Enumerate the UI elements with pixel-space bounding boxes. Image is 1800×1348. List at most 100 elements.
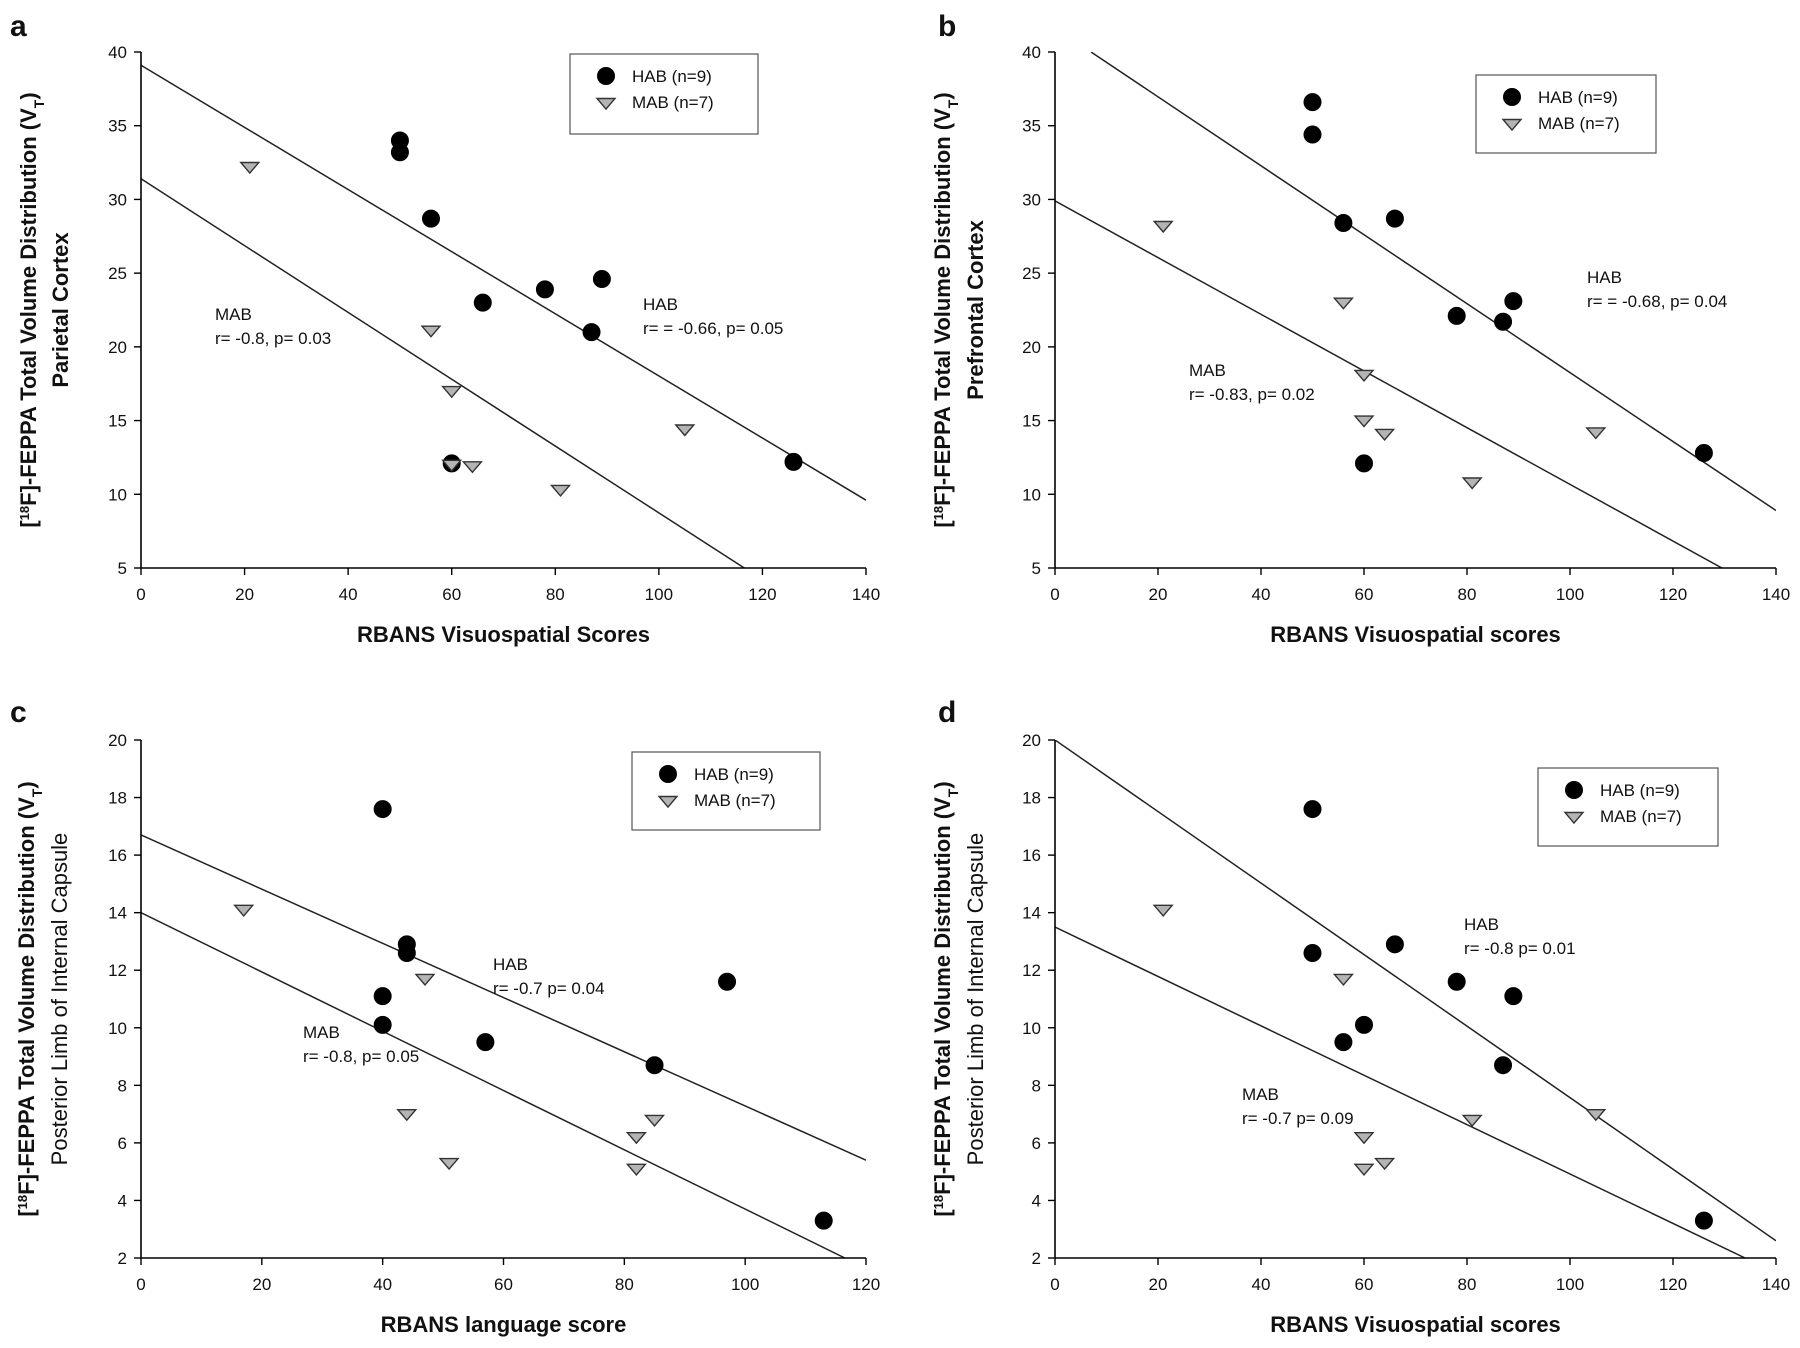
y-tick-label: 4 xyxy=(118,1191,127,1210)
legend: HAB (n=9) MAB (n=7) xyxy=(631,751,821,831)
legend-label: HAB (n=9) xyxy=(632,67,712,86)
fit-line-hab xyxy=(1055,740,1776,1242)
fit-lines xyxy=(1055,52,1776,568)
x-tick-label: 120 xyxy=(1659,585,1687,604)
x-axis-title: RBANS language score xyxy=(381,1312,627,1337)
legend-marker-mab xyxy=(657,795,679,809)
y-axis-title-part: 18 xyxy=(931,506,946,520)
point-mab xyxy=(1461,477,1483,490)
y-tick-label: 25 xyxy=(1022,264,1041,283)
x-tick-label: 140 xyxy=(1762,1275,1790,1294)
point-hab xyxy=(397,943,416,962)
y-axis-title-part: [ xyxy=(930,520,955,528)
legend-box xyxy=(631,751,821,831)
point-mab xyxy=(1353,415,1375,428)
series-mab xyxy=(239,161,696,497)
point-hab xyxy=(473,293,492,312)
y-tick-label: 16 xyxy=(1022,846,1041,865)
x-tick-label: 120 xyxy=(1659,1275,1687,1294)
point-mab xyxy=(1585,1108,1607,1122)
legend-box xyxy=(1537,767,1719,847)
annotation-stats: r= -0.7 p= 0.09 xyxy=(1242,1109,1354,1128)
y-tick-label: 20 xyxy=(1022,731,1041,750)
y-tick-label: 20 xyxy=(1022,338,1041,357)
point-hab xyxy=(784,452,803,471)
y-axis-title: [18F]-FEPPA Total Volume Distribution (V… xyxy=(930,92,961,527)
y-axis-title: [18F]-FEPPA Total Volume Distribution (V… xyxy=(16,92,47,527)
point-hab xyxy=(1355,454,1373,473)
y-axis-title-part: 18 xyxy=(931,1195,946,1209)
point-mab xyxy=(625,1131,647,1145)
x-tick-label: 80 xyxy=(615,1275,634,1294)
y-tick-label: 15 xyxy=(1022,412,1041,431)
y-tick-label: 10 xyxy=(108,485,127,504)
x-axis-title: RBANS Visuospatial scores xyxy=(1270,1312,1561,1337)
fit-line-mab xyxy=(1055,200,1723,568)
y-axis-subtitle: Posterior Limb of Internal Capsule xyxy=(47,833,72,1166)
annotation-stats: r= = -0.68, p= 0.04 xyxy=(1587,292,1727,311)
point-mab xyxy=(1152,220,1174,234)
annotation-group: MAB xyxy=(1242,1085,1279,1104)
y-axis-title-part: ) xyxy=(930,92,955,99)
legend: HAB (n=9) MAB (n=7) xyxy=(1537,767,1719,847)
legend: HAB (n=9) MAB (n=7) xyxy=(569,53,759,135)
y-tick-label: 5 xyxy=(118,559,127,578)
point-mab xyxy=(420,325,442,338)
y-axis-title-part: [ xyxy=(14,1209,39,1217)
point-mab xyxy=(438,1157,460,1171)
legend-marker-hab xyxy=(597,67,615,85)
point-hab xyxy=(422,209,440,228)
y-tick-label: 25 xyxy=(108,264,127,283)
point-mab xyxy=(1461,1114,1483,1127)
y-tick-label: 16 xyxy=(108,846,127,865)
annotation-stats: r= -0.8, p= 0.05 xyxy=(303,1047,419,1066)
annotation-group: MAB xyxy=(215,305,252,324)
y-axis-title-part: [ xyxy=(16,520,41,528)
y-tick-label: 10 xyxy=(1022,1019,1041,1038)
point-mab xyxy=(414,973,436,986)
point-hab xyxy=(814,1211,833,1230)
point-hab xyxy=(1303,943,1322,962)
y-axis-title-part: 18 xyxy=(15,1195,30,1209)
x-tick-label: 20 xyxy=(235,585,254,604)
y-axis-title-part: [ xyxy=(930,1209,955,1217)
x-tick-label: 80 xyxy=(1458,585,1477,604)
y-tick-label: 2 xyxy=(118,1249,127,1268)
legend-label: MAB (n=7) xyxy=(632,93,714,112)
x-tick-label: 20 xyxy=(1149,1275,1168,1294)
x-tick-label: 80 xyxy=(546,585,565,604)
point-hab xyxy=(373,1015,392,1034)
y-axis-title-part: F]-FEPPA Total Volume Distribution (V xyxy=(14,797,39,1195)
y-tick-label: 20 xyxy=(108,731,127,750)
point-mab xyxy=(461,461,483,474)
legend-box xyxy=(1475,74,1657,154)
chart-panel-d: d 0 20 40 60 80 100 120 140 2 4 6 8 10 12 14 16 18 20 RBANS… xyxy=(930,696,1790,1337)
y-axis-title-part: T xyxy=(945,788,961,797)
panel-letter: c xyxy=(10,696,27,729)
x-axis-title: RBANS Visuospatial Scores xyxy=(357,622,650,647)
x-tick-label: 0 xyxy=(136,1275,145,1294)
x-tick-label: 120 xyxy=(852,1275,880,1294)
point-mab xyxy=(1374,428,1396,441)
chart-panel-a: a 0 20 40 60 80 100 120 140 5 10 15 20 25 30 35 40 RBANS … xyxy=(10,10,880,647)
y-axis-title-part: T xyxy=(945,99,961,108)
y-tick-label: 18 xyxy=(108,789,127,808)
x-tick-label: 40 xyxy=(1252,1275,1271,1294)
point-hab xyxy=(476,1033,495,1052)
y-axis-title-part: ) xyxy=(930,781,955,788)
y-axis-title-part: T xyxy=(31,99,47,108)
y-axis-title-part: F]-FEPPA Total Volume Distribution (V xyxy=(16,108,41,506)
legend-marker-mab xyxy=(595,97,617,111)
point-mab xyxy=(1353,369,1375,382)
point-hab xyxy=(1494,312,1513,331)
y-tick-label: 40 xyxy=(108,43,127,62)
legend-marker-mab xyxy=(1501,118,1523,132)
y-tick-label: 18 xyxy=(1022,789,1041,808)
y-tick-label: 15 xyxy=(108,412,127,431)
point-hab xyxy=(718,972,737,991)
fit-lines xyxy=(141,834,866,1258)
annotation-group: HAB xyxy=(643,295,678,314)
point-mab xyxy=(643,1114,666,1127)
legend-label: MAB (n=7) xyxy=(694,791,776,810)
point-hab xyxy=(582,323,601,342)
